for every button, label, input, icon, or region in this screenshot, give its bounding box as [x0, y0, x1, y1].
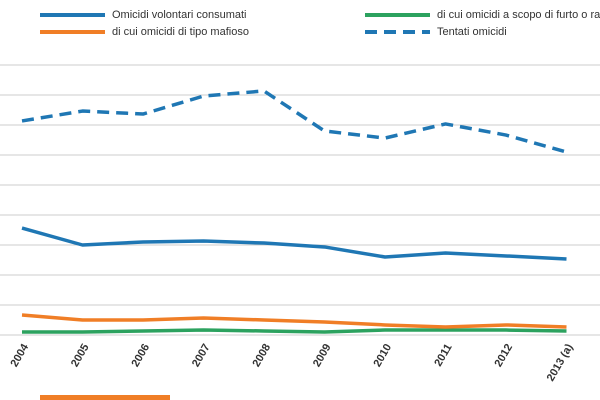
decor-bar	[40, 395, 170, 400]
x-tick-label: 2006	[129, 342, 152, 369]
legend-label: di cui omicidi di tipo mafioso	[112, 26, 249, 38]
x-tick-label: 2004	[8, 341, 31, 369]
legend-label: Omicidi volontari consumati	[112, 9, 247, 21]
legend-label: di cui omicidi a scopo di furto o rapina	[437, 9, 600, 21]
series-line	[21, 226, 567, 261]
legend-label: Tentati omicidi	[437, 26, 507, 38]
x-tick-label: 2007	[190, 342, 213, 369]
x-tick-label: 2013 (a)	[545, 342, 576, 384]
x-tick-label: 2012	[492, 342, 515, 369]
x-tick-label: 2005	[69, 342, 92, 369]
series-line	[21, 89, 567, 154]
series-line	[21, 313, 567, 329]
x-tick-label: 2009	[311, 342, 334, 369]
series-line	[22, 328, 567, 334]
x-tick-label: 2011	[432, 342, 454, 369]
x-tick-label: 2008	[250, 342, 273, 369]
x-tick-label: 2010	[371, 342, 394, 369]
